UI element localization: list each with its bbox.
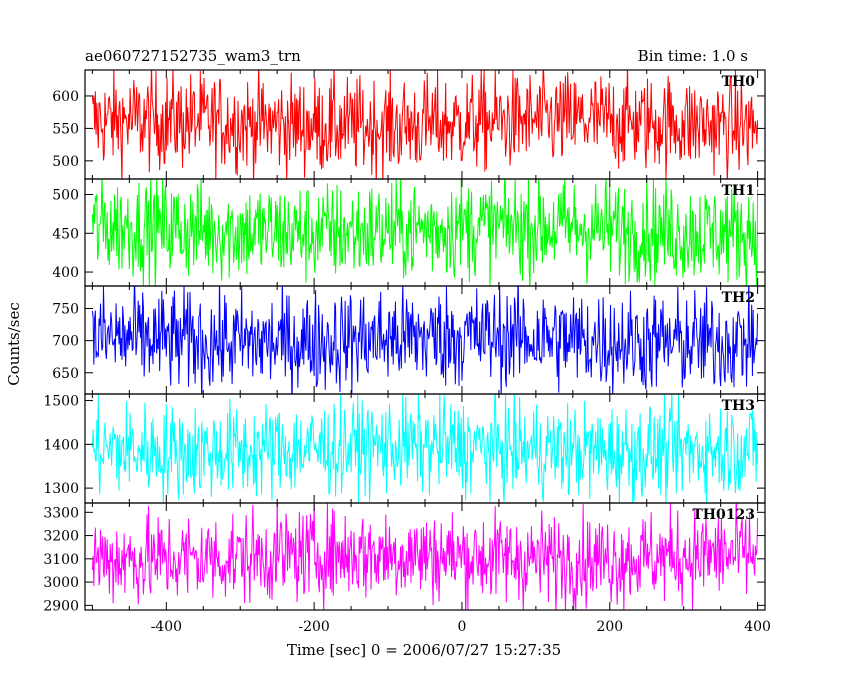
series-th0123 — [91, 503, 759, 610]
series-th0 — [91, 70, 759, 179]
panels-group: 500 550 600 TH0 400 450 500 TH1 650 700 750 TH2 1300… — [43, 69, 771, 635]
x-tick-label: 200 — [596, 619, 623, 635]
y-axis-label: Counts/sec — [5, 302, 23, 386]
y-tick-label: 500 — [52, 154, 79, 170]
y-tick-label: 600 — [52, 89, 79, 105]
series-th2 — [91, 286, 759, 394]
x-tick-label: 0 — [457, 619, 466, 635]
y-tick-label: 1500 — [43, 394, 79, 410]
panel-th1: 400 450 500 TH1 — [52, 178, 766, 287]
panel-name-label: TH3 — [722, 398, 755, 414]
y-tick-label: 500 — [52, 188, 79, 204]
panel-name-label: TH0 — [722, 74, 756, 90]
panel-th3: 1300 1400 1500 TH3 — [43, 393, 766, 504]
y-tick-label: 3100 — [43, 552, 79, 568]
y-tick-label: 3300 — [43, 505, 79, 521]
chart-subtitle: Bin time: 1.0 s — [638, 47, 748, 65]
panel-th0123: 2900 3000 3100 3200 3300 TH0123 — [43, 502, 766, 614]
chart-title: ae060727152735_wam3_trn — [85, 47, 301, 65]
y-tick-label: 700 — [52, 334, 79, 350]
x-tick-label: -200 — [298, 619, 329, 635]
series-th3 — [91, 394, 759, 503]
y-tick-label: 3200 — [43, 529, 79, 545]
y-tick-label: 1400 — [43, 437, 79, 453]
panel-name-label: TH1 — [722, 183, 755, 199]
y-tick-label: 550 — [52, 121, 79, 137]
y-tick-label: 3000 — [43, 575, 79, 591]
series-th1 — [91, 179, 759, 286]
y-tick-label: 400 — [52, 265, 79, 281]
x-tick-label: -400 — [151, 619, 182, 635]
x-tick-label: 400 — [744, 619, 771, 635]
panel-th0: 500 550 600 TH0 — [52, 69, 766, 180]
y-tick-label: 450 — [52, 226, 79, 242]
panel-th2: 650 700 750 TH2 — [52, 285, 766, 395]
y-tick-label: 1300 — [43, 481, 79, 497]
panel-name-label: TH2 — [722, 290, 755, 306]
panel-name-label: TH0123 — [692, 507, 755, 523]
y-tick-label: 650 — [52, 366, 79, 382]
y-tick-label: 2900 — [43, 598, 79, 614]
x-axis-ticks: -400 -200 0 200 400 — [151, 619, 771, 635]
x-axis-label: Time [sec] 0 = 2006/07/27 15:27:35 — [287, 641, 561, 659]
y-tick-label: 750 — [52, 302, 79, 318]
